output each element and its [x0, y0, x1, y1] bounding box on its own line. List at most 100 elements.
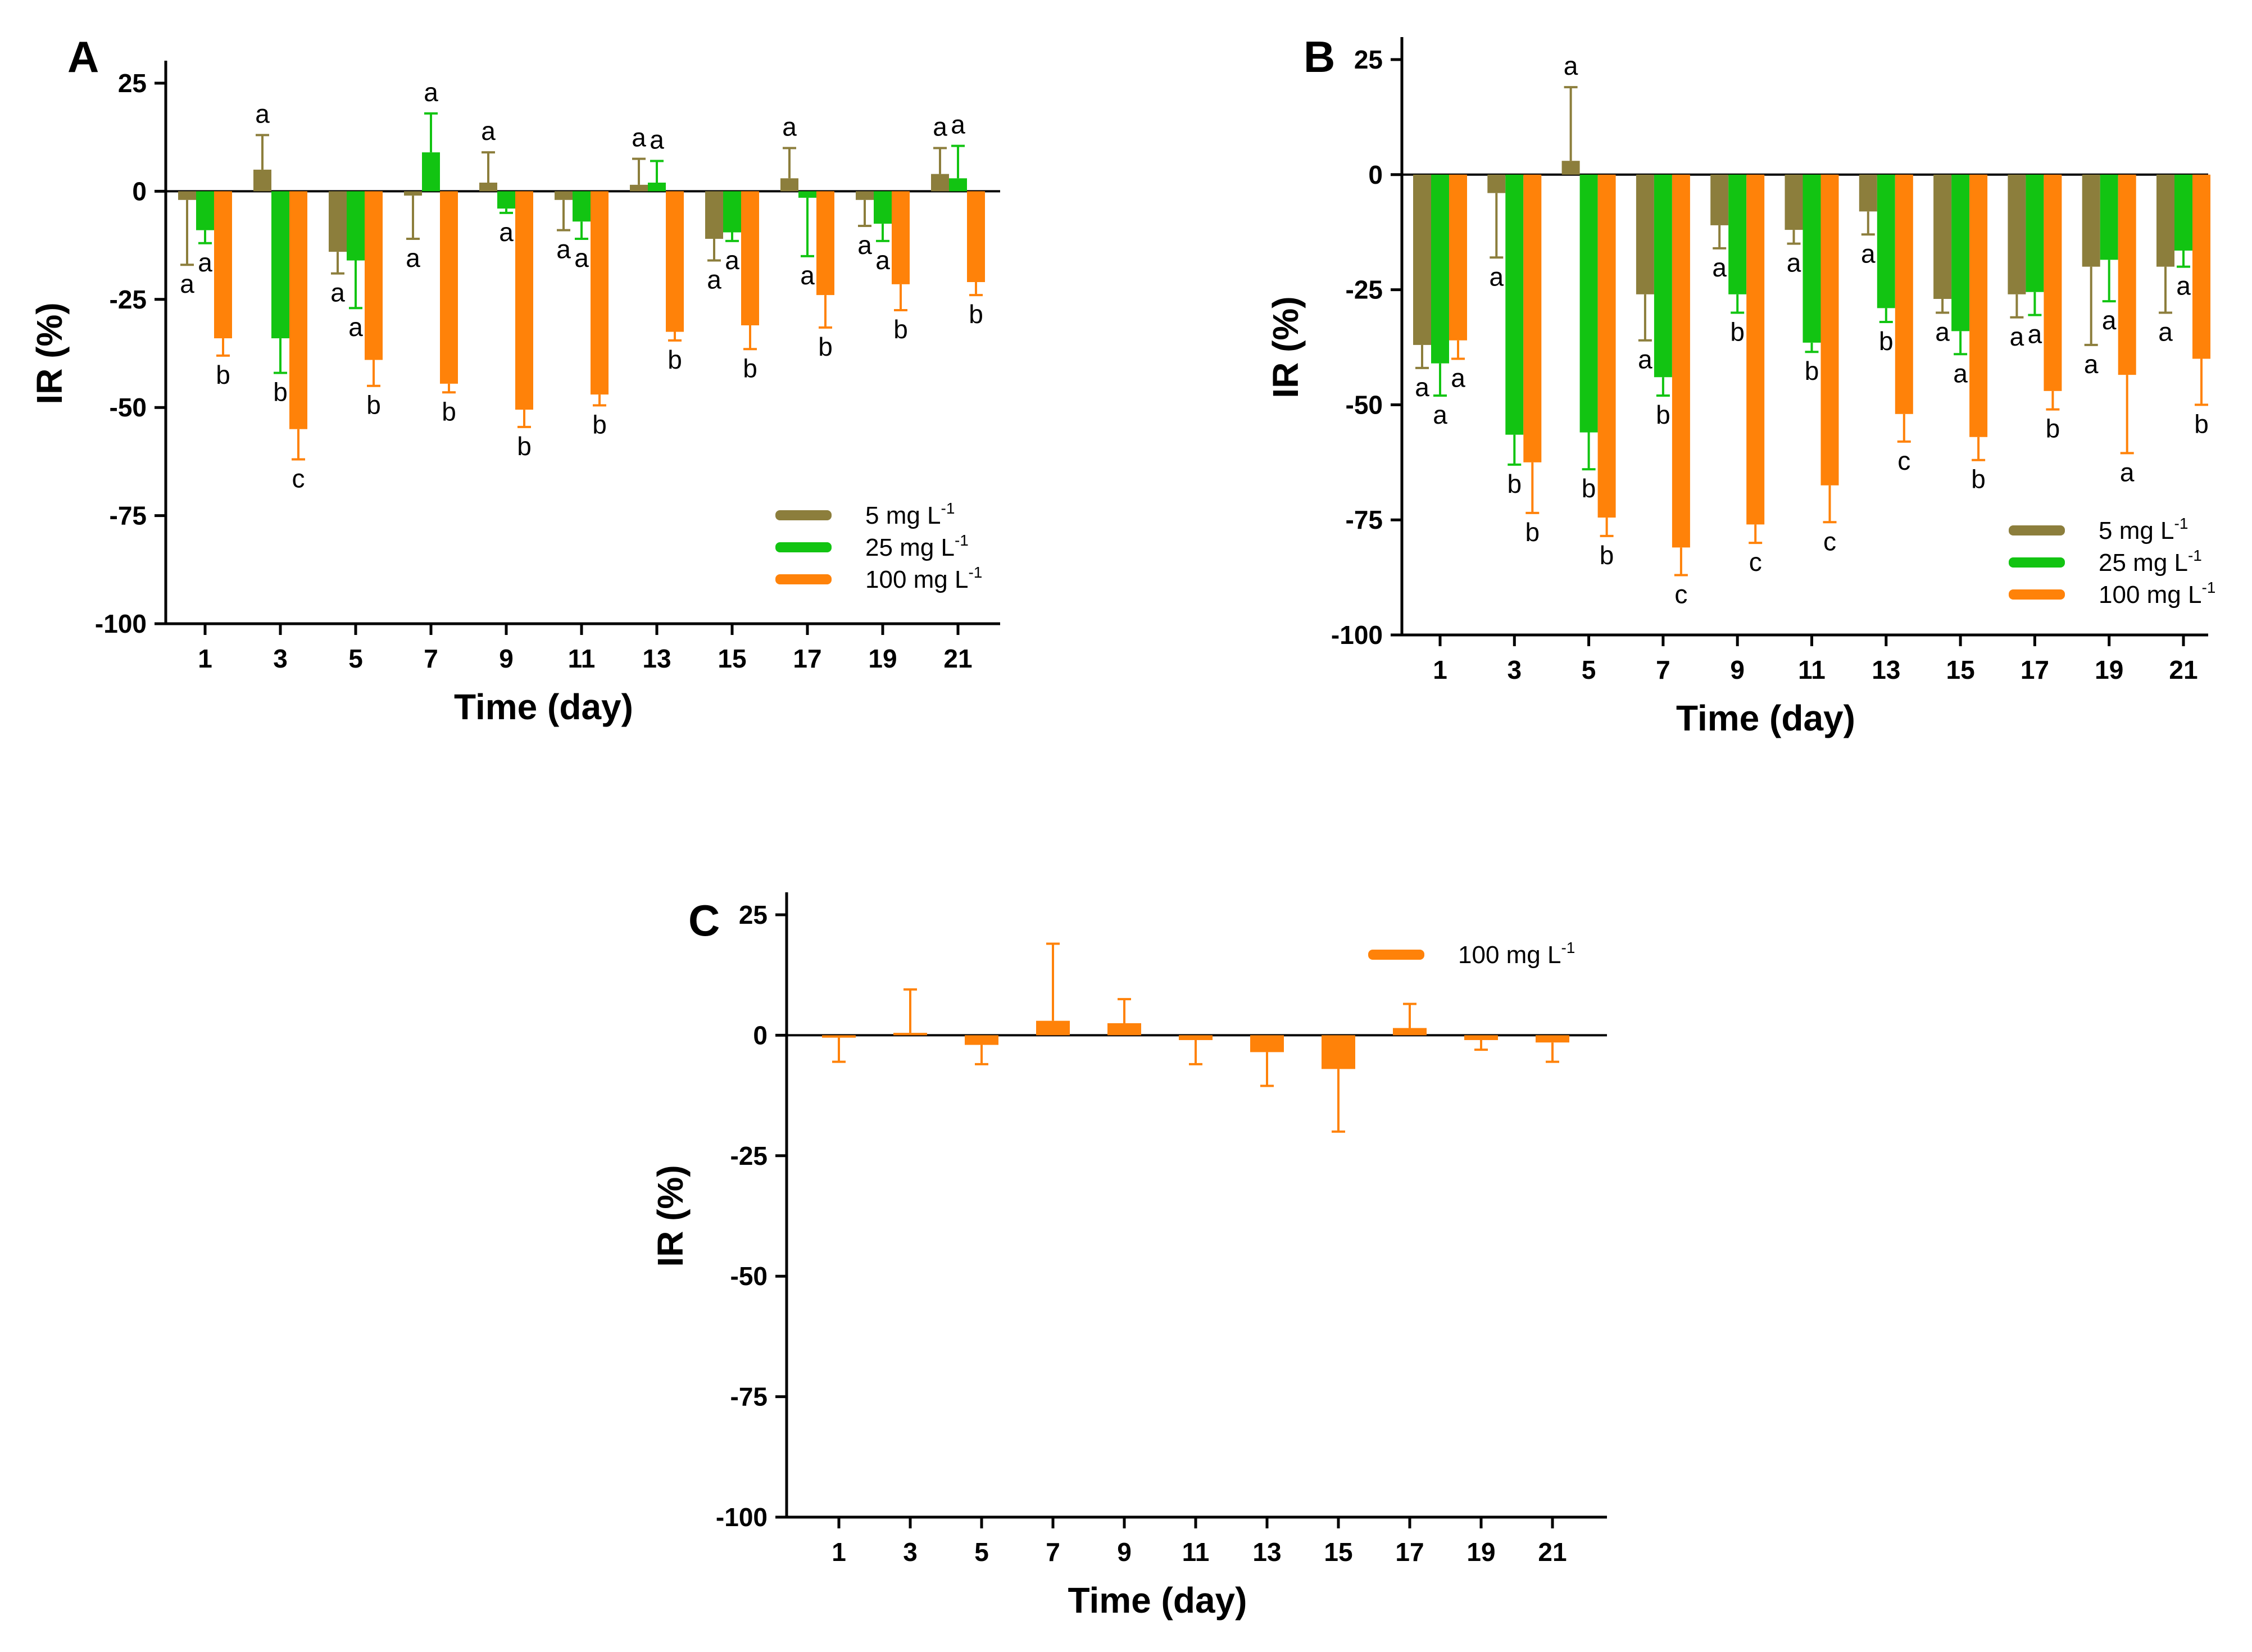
- y-tick-label: -75: [1346, 505, 1383, 534]
- bar: [479, 183, 497, 192]
- significance-label: b: [1508, 469, 1522, 498]
- x-tick-label: 15: [1324, 1537, 1352, 1567]
- x-tick-label: 5: [348, 644, 363, 673]
- significance-label: b: [1805, 356, 1819, 385]
- x-tick-label: 7: [424, 644, 438, 673]
- significance-label: a: [1490, 262, 1504, 291]
- y-tick-label: -25: [110, 285, 147, 314]
- panel-label: A: [67, 32, 99, 81]
- legend-swatch: [2009, 525, 2065, 535]
- x-tick-label: 3: [1508, 655, 1522, 684]
- bar: [931, 174, 949, 192]
- legend-label: 5 mg L-1: [865, 500, 955, 529]
- bar: [1536, 1035, 1569, 1043]
- significance-label: b: [969, 299, 983, 329]
- bar: [1597, 174, 1616, 518]
- y-tick-label: -75: [730, 1382, 768, 1412]
- x-tick-label: 1: [1433, 655, 1447, 684]
- bar: [1728, 174, 1747, 294]
- significance-label: a: [857, 230, 872, 260]
- x-tick-label: 9: [1730, 655, 1745, 684]
- bar: [1561, 161, 1580, 175]
- significance-label: b: [1525, 518, 1540, 547]
- y-tick-label: -25: [1346, 275, 1383, 305]
- x-axis-label: Time (day): [1068, 1580, 1247, 1621]
- significance-label: b: [1730, 317, 1745, 347]
- significance-label: b: [1600, 541, 1614, 570]
- bar: [1413, 174, 1431, 345]
- y-axis-label: IR (%): [650, 1165, 691, 1267]
- bar: [1636, 174, 1654, 294]
- x-tick-label: 21: [943, 644, 972, 673]
- significance-label: c: [292, 464, 305, 493]
- x-tick-label: 1: [832, 1537, 846, 1567]
- significance-label: a: [2158, 317, 2173, 347]
- significance-label: b: [216, 360, 230, 389]
- x-tick-label: 21: [1538, 1537, 1567, 1567]
- y-axis-label: IR (%): [1265, 296, 1306, 398]
- bar: [1250, 1035, 1284, 1052]
- bar: [2100, 174, 2118, 260]
- legend-label: 25 mg L-1: [2099, 547, 2202, 577]
- bar: [253, 169, 271, 192]
- significance-label: a: [1935, 317, 1950, 347]
- bar: [1859, 174, 1877, 212]
- y-tick-label: 0: [753, 1020, 768, 1050]
- significance-label: a: [1451, 363, 1465, 392]
- y-tick-label: 25: [739, 900, 768, 929]
- bar: [1107, 1023, 1141, 1036]
- bar: [1746, 174, 1765, 525]
- bar: [1820, 174, 1839, 485]
- significance-label: a: [2176, 271, 2191, 301]
- bar: [2192, 174, 2210, 359]
- significance-label: a: [406, 243, 420, 273]
- significance-label: a: [951, 110, 965, 139]
- significance-label: b: [366, 391, 381, 420]
- significance-label: b: [1879, 326, 1894, 356]
- x-tick-label: 7: [1046, 1537, 1060, 1567]
- bar: [196, 191, 214, 230]
- significance-label: c: [1897, 446, 1910, 475]
- x-tick-label: 5: [974, 1537, 989, 1567]
- bar: [1969, 174, 1988, 437]
- significance-label: a: [632, 123, 646, 152]
- x-tick-label: 17: [793, 644, 821, 673]
- bar: [741, 191, 759, 325]
- y-tick-label: 25: [1354, 45, 1383, 74]
- y-tick-label: 0: [1368, 160, 1383, 189]
- significance-label: b: [1971, 465, 1986, 494]
- legend-swatch: [1368, 950, 1424, 960]
- bar: [1802, 174, 1821, 343]
- bar: [1877, 174, 1895, 308]
- bar: [573, 191, 591, 222]
- bar: [1179, 1035, 1213, 1040]
- legend-label: 25 mg L-1: [865, 532, 969, 561]
- significance-label: c: [1823, 527, 1836, 556]
- y-tick-label: -100: [1331, 620, 1383, 650]
- x-tick-label: 7: [1656, 655, 1670, 684]
- bar: [1505, 174, 1524, 435]
- bar: [178, 191, 196, 200]
- significance-label: a: [650, 125, 664, 155]
- bar: [2174, 174, 2192, 251]
- significance-label: a: [574, 243, 589, 273]
- significance-label: b: [2046, 414, 2060, 443]
- bar: [2082, 174, 2100, 267]
- bar: [1672, 174, 1690, 548]
- bar: [1322, 1035, 1355, 1069]
- bar: [949, 178, 967, 192]
- x-tick-label: 11: [1798, 655, 1826, 684]
- significance-label: a: [2084, 350, 2099, 379]
- bar: [1951, 174, 1970, 332]
- bar: [705, 191, 723, 239]
- bar: [648, 183, 666, 192]
- significance-label: b: [1582, 474, 1596, 503]
- significance-label: a: [1861, 239, 1876, 268]
- y-tick-label: -100: [716, 1503, 768, 1532]
- significance-label: a: [1712, 253, 1727, 282]
- significance-label: a: [782, 112, 797, 141]
- bar: [816, 191, 834, 296]
- significance-label: b: [818, 332, 833, 361]
- legend-swatch: [2009, 589, 2065, 600]
